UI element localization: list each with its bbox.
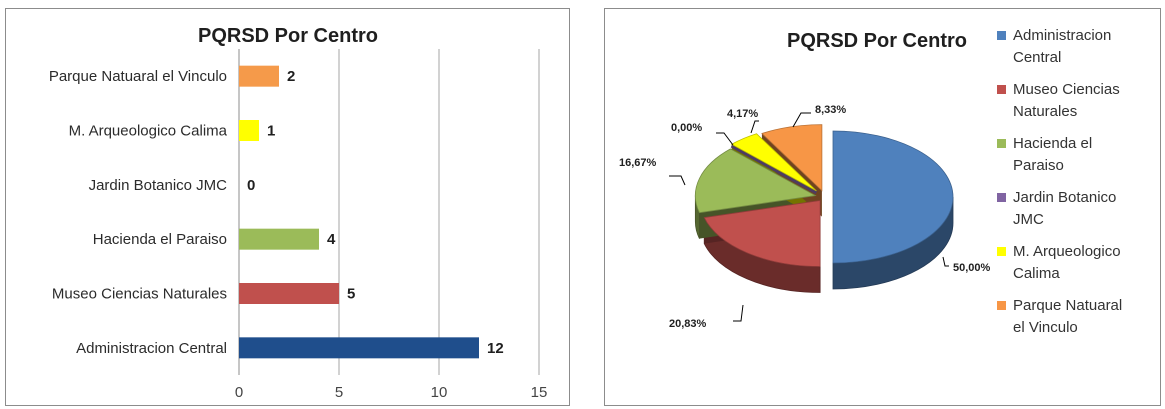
legend-label: el Vinculo: [1013, 319, 1078, 336]
legend: Administracion Central Museo Ciencias Natur…: [997, 27, 1122, 336]
leader-line: [716, 132, 734, 146]
percent-label: 20,83%: [669, 318, 707, 330]
data-label: 4: [327, 231, 336, 248]
pie-slice: [695, 148, 817, 214]
legend-swatch: [997, 31, 1006, 40]
x-tick-label: 5: [335, 384, 343, 401]
legend-label: Jardin Botanico: [1013, 189, 1116, 206]
bar-chart-panel: PQRSD Por Centro 0 5 10 15 Parque Natuaral e…: [5, 8, 570, 406]
bar: [239, 228, 319, 250]
category-label: Museo Ciencias Naturales: [52, 286, 227, 303]
data-label: 2: [287, 68, 295, 85]
leader-line: [669, 175, 686, 186]
legend-label: Museo Ciencias: [1013, 81, 1120, 98]
legend-label: Hacienda el: [1013, 135, 1092, 152]
category-label: Jardin Botanico JMC: [89, 177, 228, 194]
data-label: 12: [487, 340, 504, 357]
legend-swatch: [997, 139, 1006, 148]
legend-label: JMC: [1013, 211, 1044, 228]
pie-slices: [694, 124, 954, 293]
bar: [239, 65, 279, 87]
data-label: 1: [267, 123, 275, 140]
pie-chart-panel: PQRSD Por Centro 50,00% 20,83% 16,67% 0,00%…: [604, 8, 1161, 406]
category-label: Parque Natuaral el Vinculo: [49, 68, 227, 85]
legend-swatch: [997, 247, 1006, 256]
x-tick-label: 10: [431, 384, 448, 401]
leader-line: [750, 120, 759, 134]
bar-chart-title: PQRSD Por Centro: [198, 25, 378, 47]
legend-swatch: [997, 301, 1006, 310]
legend-label: Parque Natuaral: [1013, 297, 1122, 314]
pie-slice: [832, 130, 954, 264]
legend-label: Central: [1013, 49, 1061, 66]
percent-label: 8,33%: [815, 104, 846, 116]
pie-chart: PQRSD Por Centro 50,00% 20,83% 16,67% 0,00%…: [619, 27, 1122, 336]
pie-slice: [730, 143, 818, 195]
x-tick-label: 0: [235, 384, 243, 401]
bar: [239, 120, 259, 141]
x-tick-label: 15: [531, 384, 548, 401]
pie-slice: [761, 124, 823, 192]
percent-label: 0,00%: [671, 122, 702, 134]
legend-label: Naturales: [1013, 103, 1077, 120]
percent-label: 4,17%: [727, 108, 758, 120]
pie-slice: [730, 133, 817, 192]
leader-line: [942, 256, 949, 267]
percent-label: 50,00%: [953, 262, 991, 274]
legend-label: Administracion: [1013, 27, 1111, 44]
leader-line: [792, 112, 811, 128]
pie-chart-title: PQRSD Por Centro: [787, 30, 967, 52]
pie-percent-labels: 50,00% 20,83% 16,67% 0,00% 4,17% 8,33%: [619, 104, 991, 330]
legend-label: M. Arqueologico: [1013, 243, 1121, 260]
leader-line: [733, 304, 744, 322]
category-label: M. Arqueologico Calima: [69, 123, 228, 140]
bar: [239, 337, 479, 359]
legend-label: Calima: [1013, 265, 1060, 282]
bar: [239, 283, 339, 304]
pie-slice: [703, 200, 821, 267]
category-label: Hacienda el Paraiso: [93, 231, 227, 248]
legend-swatch: [997, 85, 1006, 94]
data-label: 0: [247, 177, 255, 194]
category-label: Administracion Central: [76, 340, 227, 357]
legend-label: Paraiso: [1013, 157, 1064, 174]
percent-label: 16,67%: [619, 157, 657, 169]
data-label: 5: [347, 286, 355, 303]
legend-swatch: [997, 193, 1006, 202]
